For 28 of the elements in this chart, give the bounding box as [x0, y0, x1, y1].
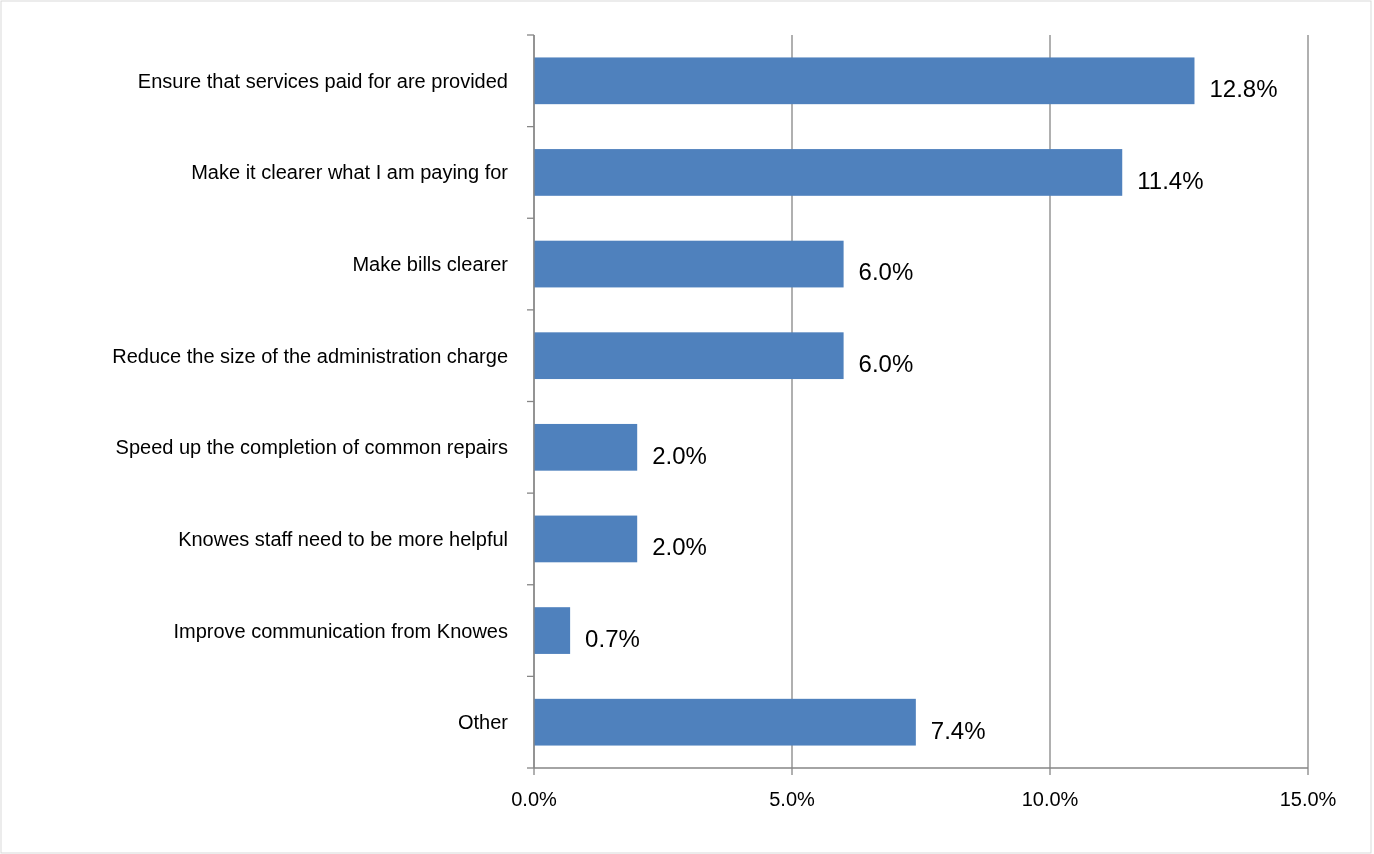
bar	[534, 698, 916, 746]
bar	[534, 57, 1195, 105]
y-tick-label: Make bills clearer	[352, 253, 509, 276]
x-tick-label: 5.0%	[769, 788, 816, 810]
data-label: 6.0%	[858, 258, 914, 286]
x-tick-label: 15.0%	[1279, 788, 1337, 810]
data-label: 2.0%	[652, 533, 707, 561]
data-label: 7.4%	[930, 716, 986, 744]
bar	[534, 515, 638, 563]
y-tick-label: Speed up the completion of common repairs	[115, 436, 508, 459]
y-tick-label: Improve communication from Knowes	[173, 619, 508, 642]
bar	[534, 332, 844, 380]
data-label: 0.7%	[585, 624, 640, 652]
data-label: 12.8%	[1209, 75, 1278, 103]
data-label: 6.0%	[858, 350, 914, 378]
bar	[534, 240, 844, 288]
y-tick-label: Make it clearer what I am paying for	[191, 161, 509, 184]
y-tick-label: Ensure that services paid for are provided	[137, 69, 508, 92]
y-tick-label: Reduce the size of the administration charge	[112, 344, 508, 367]
y-tick-label: Knowes staff need to be more helpful	[178, 527, 508, 550]
x-tick-label: 0.0%	[511, 788, 558, 810]
x-tick-label: 10.0%	[1021, 788, 1079, 810]
bar	[534, 423, 638, 471]
data-label: 11.4%	[1137, 166, 1204, 194]
bar	[534, 607, 571, 654]
data-label: 2.0%	[652, 441, 707, 469]
bar	[534, 149, 1123, 196]
y-tick-label: Other	[457, 711, 509, 734]
